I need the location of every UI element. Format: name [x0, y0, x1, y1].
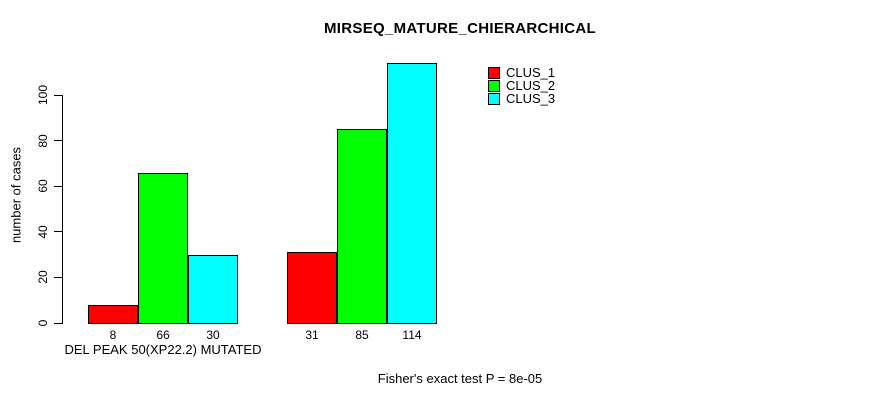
y-tick — [54, 140, 63, 142]
y-axis-line — [62, 95, 63, 323]
y-tick-label: 0 — [36, 319, 50, 327]
bar — [88, 305, 138, 324]
legend: CLUS_1 CLUS_2 CLUS_3 — [488, 66, 555, 105]
y-tick — [54, 94, 63, 96]
bar-value-label: 8 — [109, 328, 117, 342]
y-tick-label: 60 — [36, 179, 50, 193]
bar — [287, 252, 337, 324]
legend-label: CLUS_1 — [506, 65, 556, 80]
bar — [138, 173, 188, 324]
bar-value-label: 114 — [402, 328, 422, 342]
legend-swatch — [488, 92, 500, 105]
chart-title: MIRSEQ_MATURE_CHIERARCHICAL — [324, 20, 596, 37]
y-tick — [54, 231, 63, 233]
legend-swatch — [488, 79, 500, 92]
bar-value-label: 30 — [206, 328, 220, 342]
bar-value-label: 31 — [305, 328, 319, 342]
bar — [337, 129, 387, 324]
legend-item: CLUS_2 — [488, 79, 555, 92]
annotation-text: Fisher's exact test P = 8e-05 — [377, 371, 543, 386]
y-tick — [54, 185, 63, 187]
y-tick-label: 20 — [36, 270, 50, 285]
legend-label: CLUS_2 — [506, 78, 556, 93]
y-tick-label: 80 — [36, 133, 50, 148]
y-tick — [54, 276, 63, 278]
bar — [387, 63, 437, 324]
bar-value-label: 85 — [355, 328, 369, 342]
y-axis-label: number of cases — [8, 146, 24, 244]
legend-label: CLUS_3 — [506, 91, 556, 106]
bar-value-label: 66 — [156, 328, 170, 342]
y-tick-label: 40 — [36, 225, 50, 239]
legend-item: CLUS_1 — [488, 66, 555, 79]
bar — [188, 255, 238, 324]
legend-swatch — [488, 66, 500, 79]
y-tick-label: 100 — [36, 84, 50, 106]
legend-item: CLUS_3 — [488, 92, 555, 105]
x-axis-group-label: DEL PEAK 50(XP22.2) MUTATED — [64, 342, 262, 357]
y-tick — [54, 322, 63, 324]
